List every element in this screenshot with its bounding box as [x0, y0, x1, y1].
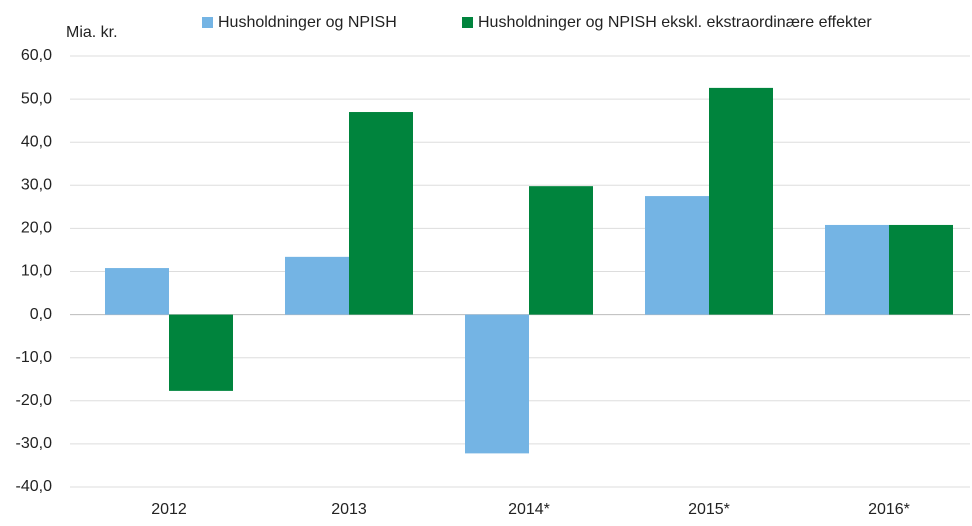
bar [105, 268, 169, 315]
y-tick-label: -10,0 [16, 349, 53, 366]
y-tick-label: 40,0 [21, 133, 52, 150]
bar [709, 87, 773, 315]
legend-swatch [462, 17, 473, 28]
bar [169, 314, 233, 391]
legend-label: Husholdninger og NPISH ekskl. ekstraordi… [478, 14, 872, 31]
bar [645, 196, 709, 315]
y-tick-label: -40,0 [16, 478, 53, 495]
bar [889, 224, 953, 315]
legend-label: Husholdninger og NPISH [218, 14, 397, 31]
y-tick-label: 60,0 [21, 47, 52, 64]
bar [529, 186, 593, 315]
x-tick-label: 2013 [331, 501, 367, 518]
bar [465, 314, 529, 454]
y-axis-label: Mia. kr. [66, 24, 118, 41]
y-tick-label: 50,0 [21, 90, 52, 107]
y-tick-label: -20,0 [16, 392, 53, 409]
x-tick-label: 2015* [688, 501, 730, 518]
bar [285, 256, 349, 315]
bar [349, 112, 413, 315]
y-tick-label: 10,0 [21, 263, 52, 280]
y-tick-label: 30,0 [21, 177, 52, 194]
y-tick-label: -30,0 [16, 435, 53, 452]
y-tick-label: 0,0 [30, 306, 52, 323]
legend-swatch [202, 17, 213, 28]
x-tick-label: 2016* [868, 501, 910, 518]
bar [825, 224, 889, 315]
x-tick-label: 2014* [508, 501, 550, 518]
y-tick-label: 20,0 [21, 220, 52, 237]
x-tick-label: 2012 [151, 501, 187, 518]
